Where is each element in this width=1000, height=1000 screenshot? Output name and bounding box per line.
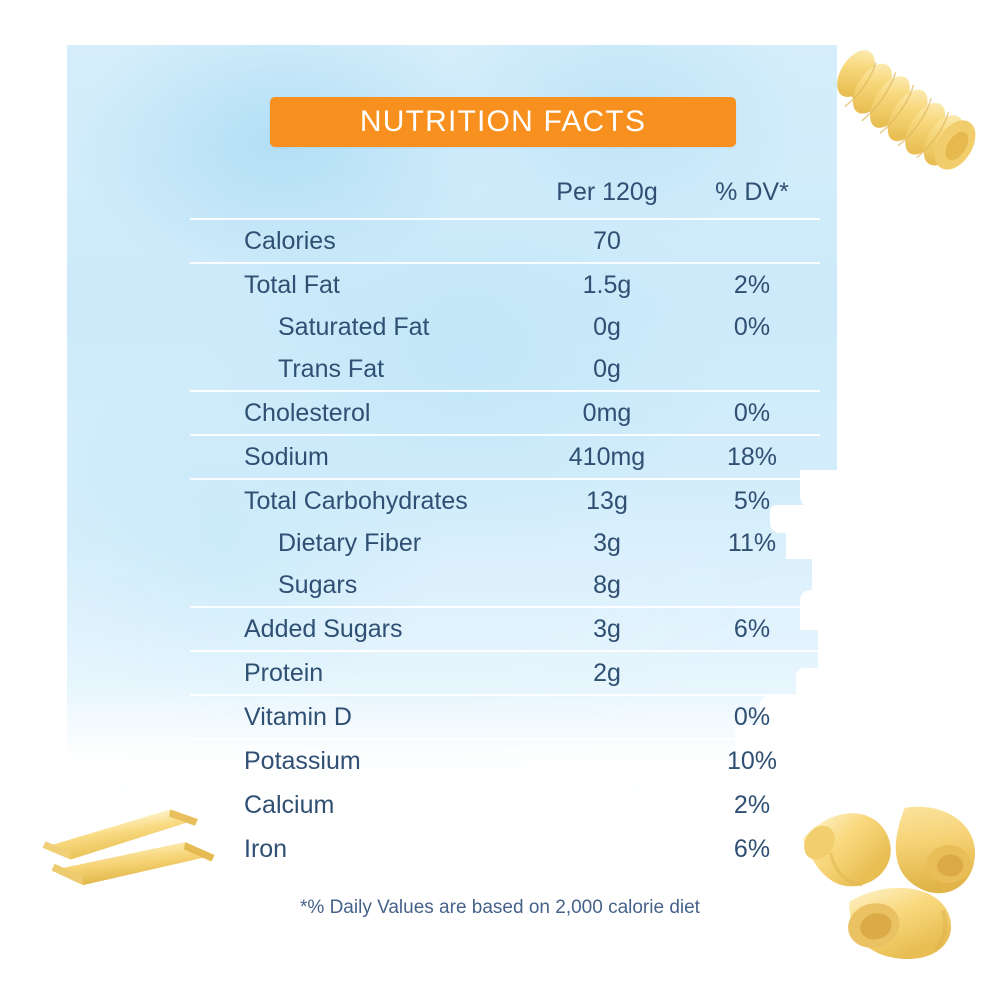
nutrient-label: Calories: [190, 218, 530, 263]
nutrition-facts-table: Per 120g % DV* Calories 70 Total Fat 1.5g 2%…: [190, 170, 820, 870]
nutrient-daily-value: 2%: [684, 782, 820, 827]
nutrient-label: Calcium: [190, 782, 530, 827]
nutrient-daily-value: 5%: [684, 478, 820, 522]
table-row: Sodium 410mg 18%: [190, 434, 820, 479]
fusilli-pasta-icon: [837, 50, 976, 170]
nutrient-amount: 0g: [593, 354, 621, 383]
nutrient-label: Dietary Fiber: [278, 528, 422, 557]
nutrient-label: Sodium: [190, 434, 530, 479]
nutrient-daily-value: [684, 348, 820, 391]
penne-pasta-icon: [42, 809, 215, 886]
table-header-row: Per 120g % DV*: [190, 170, 820, 219]
daily-value-footnote: *% Daily Values are based on 2,000 calor…: [300, 897, 700, 918]
nutrient-amount: 0g: [593, 312, 621, 341]
table-row: Cholesterol 0mg 0%: [190, 390, 820, 435]
nutrient-label: Vitamin D: [190, 694, 530, 739]
table-row: Total Fat 1.5g 2%: [190, 262, 820, 306]
nutrient-daily-value: 6%: [684, 826, 820, 870]
table-row: Potassium 10%: [190, 738, 820, 783]
column-header-dailyvalue: % DV*: [715, 177, 789, 206]
nutrient-amount: 0mg: [530, 390, 684, 435]
nutrition-table-wrapper: Per 120g % DV* Calories 70 Total Fat 1.5g 2%…: [190, 170, 820, 870]
nutrient-daily-value: 0%: [684, 390, 820, 435]
column-header-serving: Per 120g: [556, 177, 658, 206]
nutrient-amount: [530, 738, 684, 783]
torn-edge-notch: [818, 625, 840, 673]
nutrient-label: Iron: [190, 826, 530, 870]
nutrient-amount: [530, 694, 684, 739]
nutrient-label: Total Carbohydrates: [190, 478, 530, 522]
nutrient-daily-value: 11%: [727, 528, 777, 557]
table-row: Trans Fat 0g: [190, 348, 820, 391]
elbow-pasta-icon: [802, 806, 975, 959]
nutrient-label: Cholesterol: [190, 390, 530, 435]
nutrient-amount: 410mg: [530, 434, 684, 479]
table-row: Vitamin D 0%: [190, 694, 820, 739]
table-row: Calcium 2%: [190, 782, 820, 827]
nutrient-daily-value: [684, 218, 820, 263]
nutrient-amount: 13g: [530, 478, 684, 522]
nutrient-daily-value: 10%: [684, 738, 820, 783]
nutrient-amount: 70: [530, 218, 684, 263]
nutrient-daily-value: [684, 650, 820, 695]
nutrient-daily-value: 18%: [684, 434, 820, 479]
nutrient-amount: 1.5g: [530, 262, 684, 306]
page-title: NUTRITION FACTS: [359, 105, 647, 138]
nutrient-label: Protein: [190, 650, 530, 695]
table-row: Added Sugars 3g 6%: [190, 606, 820, 651]
nutrient-amount: 3g: [593, 528, 621, 557]
column-header-nutrient: [190, 170, 530, 219]
nutrient-label: Saturated Fat: [278, 312, 430, 341]
nutrient-amount: [530, 826, 684, 870]
table-row: Protein 2g: [190, 650, 820, 695]
nutrient-label: Sugars: [278, 570, 358, 599]
nutrient-daily-value: 2%: [684, 262, 820, 306]
nutrient-label: Trans Fat: [278, 354, 385, 383]
nutrient-daily-value: 6%: [684, 606, 820, 651]
nutrient-daily-value: [684, 564, 820, 607]
table-row: Dietary Fiber 3g 11%: [190, 522, 820, 564]
nutrition-facts-header-bar: NUTRITION FACTS: [270, 97, 736, 147]
nutrient-daily-value: 0%: [733, 312, 771, 341]
nutrient-amount: 2g: [530, 650, 684, 695]
nutrient-amount: 8g: [593, 570, 621, 599]
table-body: Calories 70 Total Fat 1.5g 2% Saturated Fat 0g…: [190, 218, 820, 870]
nutrient-amount: [530, 782, 684, 827]
table-row: Sugars 8g: [190, 564, 820, 607]
table-head: Per 120g % DV*: [190, 170, 820, 219]
nutrient-amount: 3g: [530, 606, 684, 651]
table-row: Total Carbohydrates 13g 5%: [190, 478, 820, 522]
table-row: Calories 70: [190, 218, 820, 263]
nutrient-daily-value: 0%: [684, 694, 820, 739]
table-row: Iron 6%: [190, 826, 820, 870]
table-row: Saturated Fat 0g 0%: [190, 306, 820, 348]
nutrient-label: Potassium: [190, 738, 530, 783]
nutrient-label: Added Sugars: [190, 606, 530, 651]
nutrient-label: Total Fat: [190, 262, 530, 306]
